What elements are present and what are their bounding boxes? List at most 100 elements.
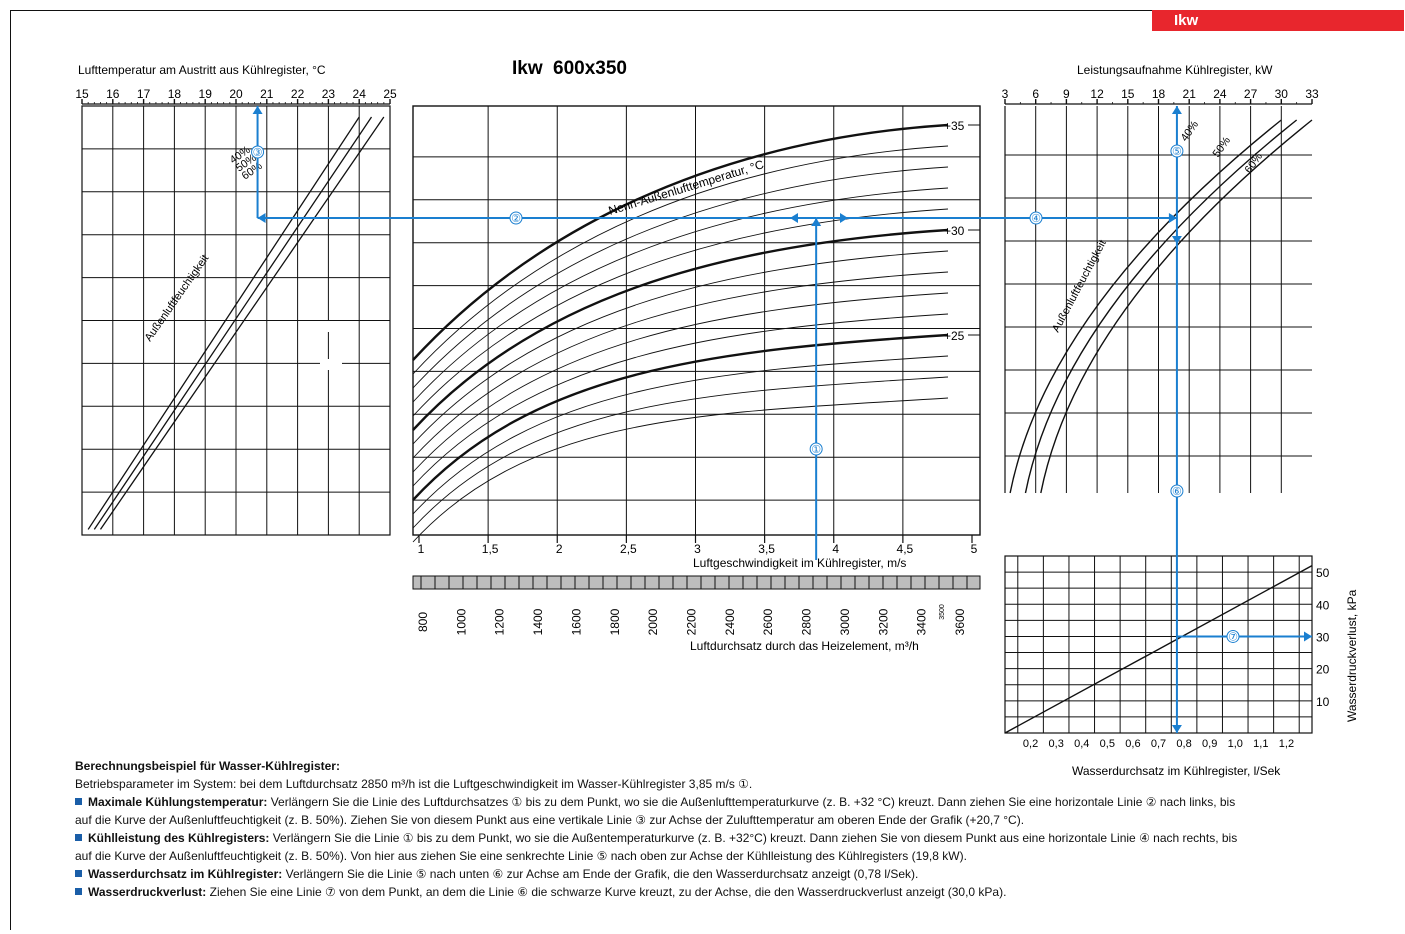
right-bottom-curve <box>1004 565 1313 734</box>
center-x-ticks: 1 1,5 2 2,5 3 3,5 4 4,5 5 <box>418 535 978 556</box>
left-rh-curve <box>93 116 373 530</box>
left-tick-label: 25 <box>383 87 397 101</box>
example-marker <box>1170 144 1184 158</box>
left-curve-label: Außenluftfeuchtigkeit <box>143 253 212 344</box>
center-temp-curve <box>412 355 949 515</box>
right-top-title: Leistungsaufnahme Kühlregister, kW <box>1077 63 1273 77</box>
rb-y-tick-label: 30 <box>1316 630 1330 644</box>
right-bottom-x-ticks: 0,2 0,3 0,4 0,5 0,6 0,7 0,8 0,9 1,0 1,1 1,2 <box>1023 738 1294 750</box>
example-marker-label: ② <box>511 213 521 225</box>
notes-paragraph-2-cont: auf die Kurve der Außenluftfeuchtigkeit … <box>75 849 967 863</box>
center-tick-label: 3,5 <box>758 542 775 556</box>
center-x2-tick-label: 3000 <box>838 608 852 635</box>
example-marker <box>809 442 823 456</box>
right-bottom-xlabel: Wasserdurchsatz im Kühlregister, l/Sek <box>1072 764 1281 778</box>
example-arrow <box>1168 213 1177 223</box>
bullet-square <box>75 870 82 877</box>
rb-y-tick-label: 40 <box>1316 598 1330 612</box>
bullet-square <box>75 888 82 895</box>
center-grid <box>412 105 981 536</box>
notes-p4-bold: Wasserdruckverlust: <box>88 885 207 899</box>
center-x2-tick-label: 2200 <box>685 608 699 635</box>
example-arrow <box>1171 725 1182 733</box>
center-x2-tick-label: 2000 <box>646 608 660 635</box>
notes-heading: Berechnungsbeispiel für Wasser-Kühlregis… <box>75 759 340 773</box>
left-gap <box>320 321 342 332</box>
example-marker <box>1226 629 1240 643</box>
example-arrow <box>840 213 848 223</box>
example-arrow <box>252 106 263 114</box>
example-marker-label: ⑤ <box>1172 146 1182 158</box>
left-rule <box>10 10 11 930</box>
left-tick-label: 21 <box>260 87 274 101</box>
left-chart-title: Lufttemperatur am Austritt aus Kühlregis… <box>78 63 326 77</box>
center-x2label: Luftdurchsatz durch das Heizelement, m³/… <box>690 639 919 653</box>
left-tick-label: 17 <box>137 87 151 101</box>
center-tick-label: 4,5 <box>897 542 914 556</box>
center-temp-curve <box>412 208 949 417</box>
left-tick-label: 22 <box>291 87 305 101</box>
example-marker <box>1170 484 1184 498</box>
example-marker-label: ① <box>811 444 821 456</box>
center-tick-label: 2,5 <box>620 542 637 556</box>
center-series-labels: +35 +30 +25 <box>944 119 980 343</box>
notes-paragraph-2: Kühlleistung des Kühlregisters: Verlänge… <box>75 829 1375 847</box>
scale-bar <box>412 575 981 590</box>
right-bottom-y-ticks: 10 20 30 40 50 <box>1316 566 1330 709</box>
rt-tick-label: 24 <box>1213 87 1227 101</box>
center-xlabel: Luftgeschwindigkeit im Kühlregister, m/s <box>693 556 906 570</box>
example-marker-label: ③ <box>253 147 263 159</box>
rb-x-tick-label: 0,7 <box>1151 738 1166 750</box>
top-rule <box>10 10 1152 11</box>
center-series-label: +35 <box>944 119 965 133</box>
right-bottom-ylabel: Wasserdruckverlust, kPa <box>1345 589 1359 722</box>
rt-tick-label: 18 <box>1152 87 1166 101</box>
notes-line-1: Betriebsparameter im System: bei dem Luf… <box>75 777 753 791</box>
center-temp-curve <box>412 271 949 459</box>
center-x2-tick-label: 1600 <box>569 608 583 635</box>
center-temp-curve <box>412 397 949 543</box>
rt-rh-curve <box>1040 119 1313 494</box>
example-marker <box>251 145 265 159</box>
center-tick-label: 2 <box>556 542 563 556</box>
center-tick-label: 3 <box>694 542 701 556</box>
left-grid <box>81 105 391 536</box>
notes-p1-text: Verlängern Sie die Linie des Luftdurchsa… <box>270 795 1236 809</box>
rt-tick-label: 30 <box>1275 87 1289 101</box>
center-x2-tick-label: 1000 <box>454 608 468 635</box>
example-marker-label: ④ <box>1031 213 1041 225</box>
rb-x-tick-label: 1,1 <box>1253 738 1268 750</box>
example-arrow <box>257 213 266 223</box>
rb-x-tick-label: 0,3 <box>1049 738 1064 750</box>
rt-tick-label: 27 <box>1244 87 1258 101</box>
rb-x-tick-label: 0,9 <box>1202 738 1217 750</box>
example-arrow <box>1171 236 1182 244</box>
rb-y-tick-label: 20 <box>1316 663 1330 677</box>
notes-paragraph-1: Maximale Kühlungstemperatur: Verlängern … <box>75 793 1375 811</box>
center-temp-curve <box>412 250 949 445</box>
notes-p3-text: Verlängern Sie die Linie ⑤ nach unten ⑥ … <box>285 867 919 881</box>
left-rh-curve <box>87 116 360 530</box>
example-marker <box>509 211 523 225</box>
rb-x-tick-label: 0,4 <box>1074 738 1089 750</box>
example-marker-label: ⑥ <box>1172 486 1182 498</box>
right-top-curve-label: Außenluftfeuchtigkeit <box>1050 238 1109 334</box>
example-arrow <box>790 213 798 223</box>
bullet-square <box>75 798 82 805</box>
center-tick-label: 5 <box>971 542 978 556</box>
left-tick-label: 24 <box>353 87 367 101</box>
right-top-x-ticks: 3 6 9 12 15 18 21 24 27 30 33 <box>1002 87 1319 105</box>
rb-x-tick-label: 0,8 <box>1176 738 1191 750</box>
chart-title-model: 600x350 <box>553 58 627 79</box>
rb-frame <box>1004 555 1313 734</box>
rt-tick-label: 9 <box>1063 87 1070 101</box>
center-x2-tick-label: 2800 <box>800 608 814 635</box>
center-x2-extra-label: 3500 <box>939 604 946 620</box>
rt-tick-label: 6 <box>1032 87 1039 101</box>
rt-rh-label: 40% <box>1179 119 1202 144</box>
rt-tick-label: 12 <box>1090 87 1104 101</box>
right-bottom-grid <box>1004 555 1313 734</box>
chart-title-prefix: Ikw <box>512 58 543 79</box>
scale-bar-frame <box>412 575 981 590</box>
center-x2-tick-label: 3600 <box>953 608 967 635</box>
